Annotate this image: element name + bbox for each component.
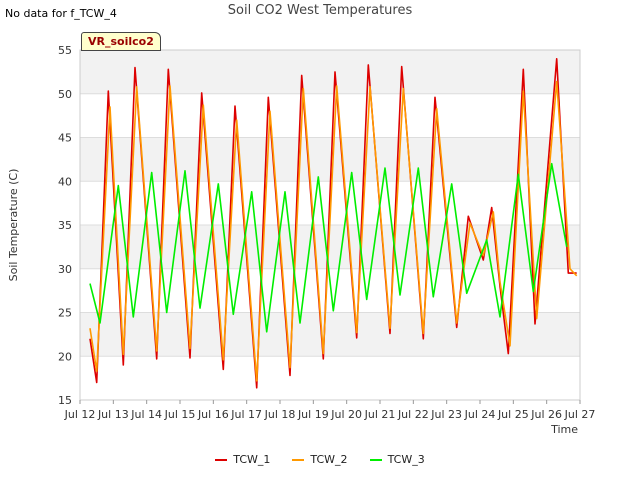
x-tick-label: Jul 21 <box>364 408 396 421</box>
x-tick-label: Jul 14 <box>130 408 162 421</box>
x-tick-label: Jul 15 <box>164 408 196 421</box>
chart-title: Soil CO2 West Temperatures <box>227 3 413 18</box>
no-data-message: No data for f_TCW_4 <box>5 7 117 20</box>
x-tick-label: Jul 20 <box>330 408 362 421</box>
y-axis-label: Soil Temperature (C) <box>7 169 20 282</box>
y-tick-label: 20 <box>58 350 72 363</box>
x-tick-label: Jul 23 <box>430 408 462 421</box>
legend-item-tcw1: TCW_1 <box>215 453 270 466</box>
plot-band <box>80 312 580 357</box>
legend: TCW_1 TCW_2 TCW_3 <box>0 453 640 466</box>
y-tick-label: 55 <box>58 44 72 57</box>
x-tick-label: Jul 17 <box>230 408 262 421</box>
plot-border <box>79 49 581 401</box>
y-tick-label: 25 <box>58 307 72 320</box>
x-tick-label: Jul 13 <box>97 408 129 421</box>
legend-item-tcw3: TCW_3 <box>369 453 425 466</box>
x-tick-label: Jul 12 <box>64 408 96 421</box>
y-tick-label: 30 <box>58 263 72 276</box>
x-tick-label: Jul 26 <box>530 408 562 421</box>
x-tick-label: Jul 19 <box>297 408 329 421</box>
legend-item-tcw2: TCW_2 <box>292 453 348 466</box>
x-axis-label: Time <box>550 423 578 436</box>
y-tick-label: 15 <box>58 394 72 407</box>
legend-label-tcw1: TCW_1 <box>233 453 271 466</box>
plot-band <box>80 356 580 400</box>
series-line-tcw-3 <box>89 162 568 333</box>
x-tick-label: Jul 24 <box>464 408 496 421</box>
x-tick-label: Jul 16 <box>197 408 229 421</box>
x-tick-label: Jul 27 <box>564 408 596 421</box>
y-tick-label: 35 <box>58 219 72 232</box>
legend-swatch-tcw1 <box>215 458 228 461</box>
legend-label-tcw2: TCW_2 <box>310 453 348 466</box>
y-tick-label: 50 <box>58 88 72 101</box>
legend-swatch-tcw2 <box>292 458 305 461</box>
legend-label-tcw3: TCW_3 <box>387 453 425 466</box>
y-tick-label: 45 <box>58 132 72 145</box>
plot-band <box>80 137 580 182</box>
plot-band <box>80 93 580 138</box>
site-badge: VR_soilco2 <box>81 32 161 51</box>
y-tick-label: 40 <box>58 175 72 188</box>
x-tick-label: Jul 22 <box>397 408 429 421</box>
x-tick-label: Jul 18 <box>264 408 296 421</box>
legend-swatch-tcw3 <box>369 458 382 461</box>
x-tick-label: Jul 25 <box>497 408 529 421</box>
plot-band <box>80 50 580 94</box>
